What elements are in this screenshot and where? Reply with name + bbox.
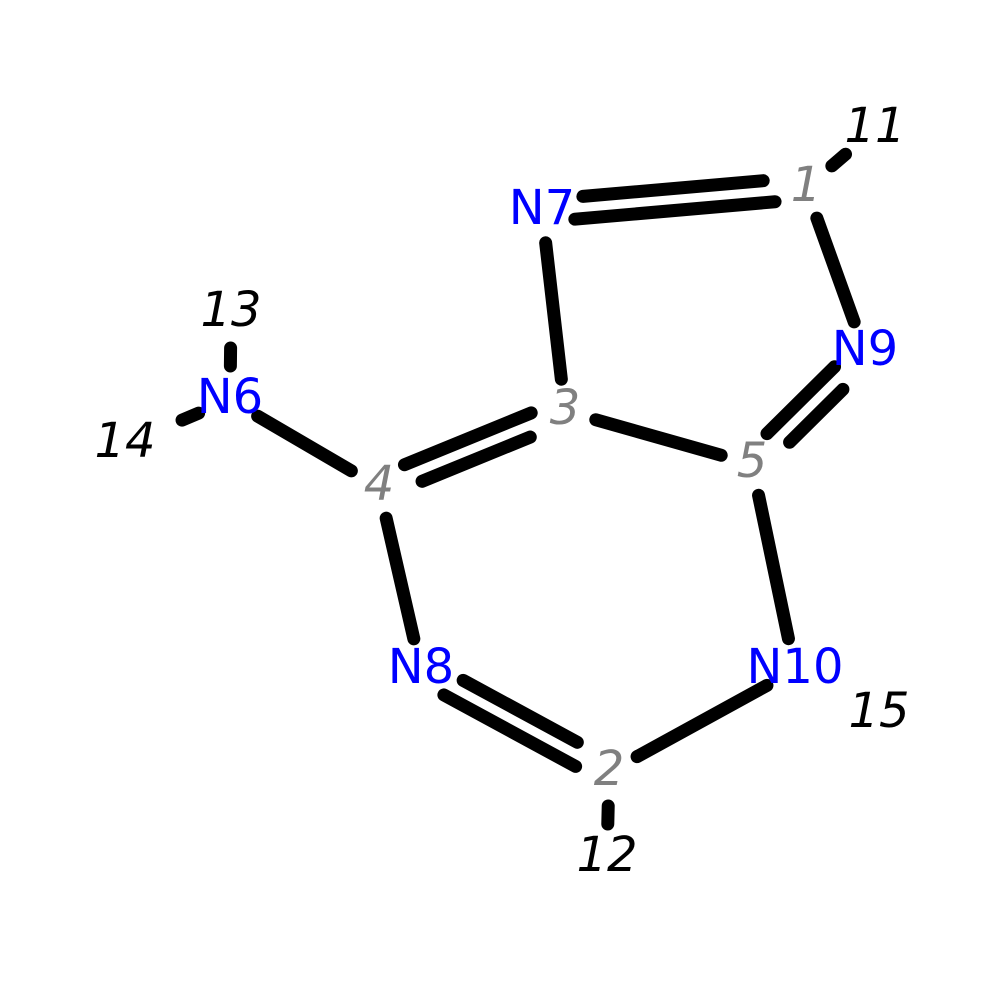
- atom-label-H14: 14: [94, 413, 155, 469]
- bond-C5-C3: [596, 420, 721, 456]
- atom-label-C1: 1: [791, 157, 822, 213]
- atom-label-N8: N8: [388, 639, 454, 695]
- atom-label-N9: N9: [832, 321, 898, 377]
- bond-C3-C4-b: [422, 437, 530, 481]
- atom-label-C5: 5: [737, 433, 768, 489]
- atom-label-N7: N7: [509, 180, 575, 236]
- atom-label-C2: 2: [594, 741, 625, 797]
- bond-C1-N9: [817, 218, 854, 322]
- bond-N7-C1-b: [583, 181, 763, 197]
- atom-label-N10: N10: [747, 639, 844, 695]
- atom-label-H12: 12: [576, 827, 637, 883]
- bond-C4-N8: [386, 518, 414, 639]
- atom-label-H11: 11: [844, 98, 905, 154]
- atom-label-H15: 15: [848, 683, 909, 739]
- atom-label-C4: 4: [364, 456, 395, 512]
- bond-C2-N10: [637, 685, 767, 756]
- molecule-diagram: 12345N6N7N8N9N101112131415: [0, 0, 1000, 1000]
- bond-C3-N7: [546, 243, 562, 379]
- bond-N10-C5: [759, 495, 789, 638]
- atom-label-C3: 3: [550, 380, 581, 436]
- bond-C1-H11: [832, 154, 846, 166]
- atom-label-N6: N6: [197, 369, 263, 425]
- bond-C4-N6: [258, 416, 352, 471]
- atom-label-H13: 13: [200, 282, 261, 338]
- bond-N7-C1-a: [575, 202, 775, 219]
